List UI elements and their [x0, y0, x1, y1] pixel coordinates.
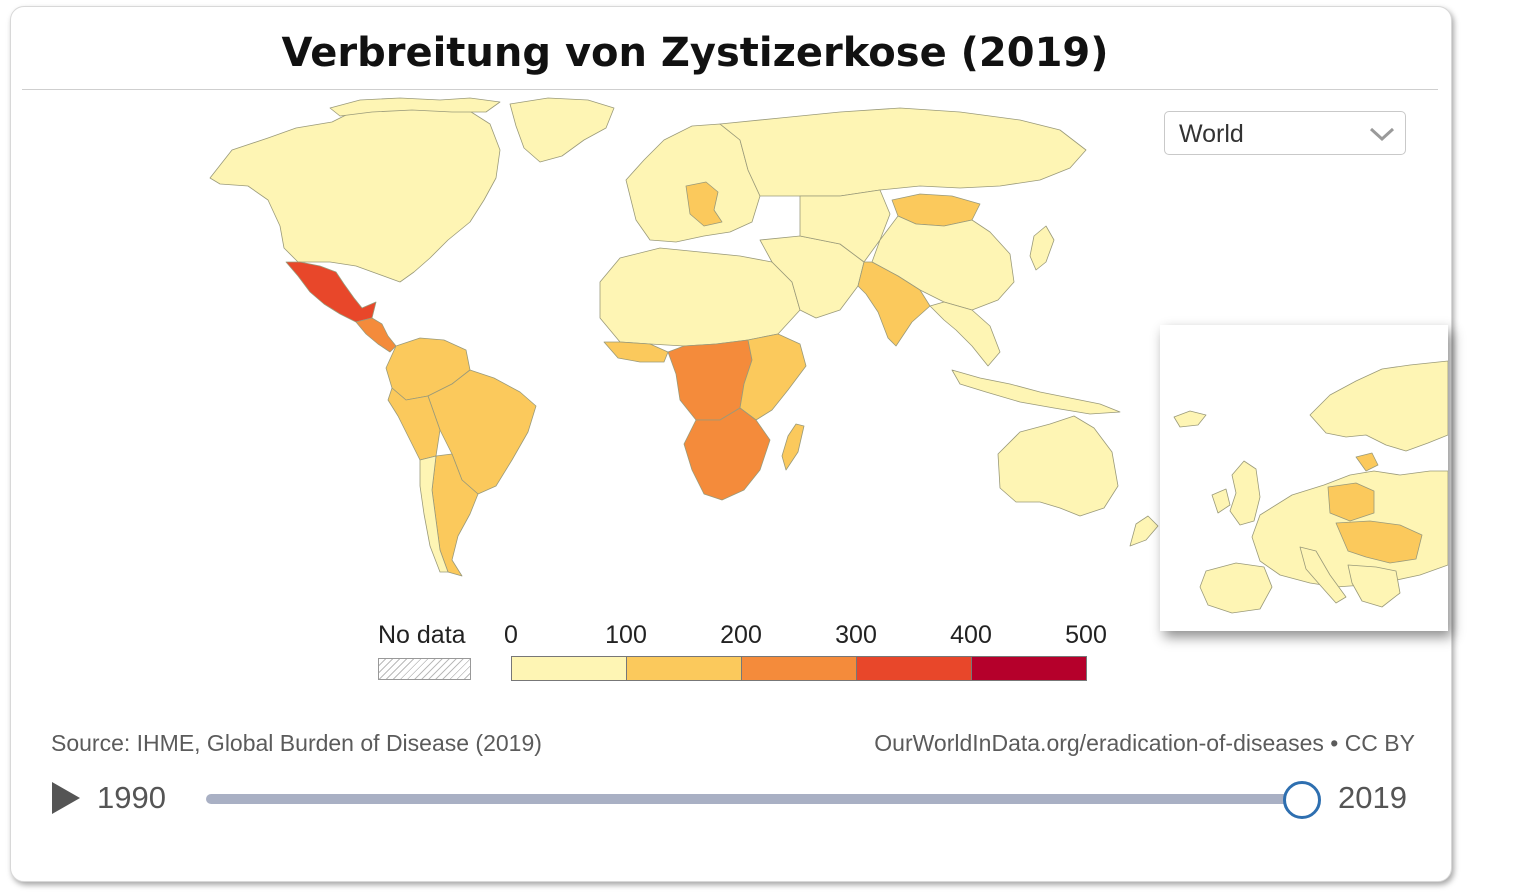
legend-no-data-label: No data — [378, 621, 466, 649]
legend-tick-1: 100 — [605, 621, 647, 649]
inset-balkans — [1347, 564, 1401, 608]
region-mexico[interactable] — [285, 261, 377, 323]
region-central-europe[interactable] — [685, 181, 723, 227]
europe-inset-svg — [1173, 360, 1448, 614]
region-selector-value: World — [1179, 120, 1244, 148]
region-north-america[interactable] — [209, 101, 501, 283]
region-central-america[interactable] — [355, 317, 397, 353]
legend-bin-0[interactable] — [511, 656, 627, 681]
source-text: Source: IHME, Global Burden of Disease (… — [51, 730, 542, 756]
legend-no-data-swatch — [378, 658, 471, 680]
legend-bin-2[interactable] — [742, 656, 857, 681]
region-arctic-islands[interactable] — [329, 97, 501, 117]
legend-color-scale — [511, 656, 1087, 681]
region-europe[interactable] — [625, 123, 761, 243]
region-japan[interactable] — [1029, 225, 1055, 271]
inset-iceland — [1173, 410, 1207, 428]
region-selector[interactable]: World — [1164, 111, 1406, 155]
legend-tick-0: 0 — [504, 621, 518, 649]
source-url-link[interactable]: OurWorldInData.org/eradication-of-diseas… — [874, 730, 1415, 756]
title-divider — [22, 89, 1438, 90]
play-icon[interactable] — [52, 782, 80, 814]
timeline-start-year: 1990 — [97, 780, 166, 815]
region-chile[interactable] — [419, 455, 449, 573]
region-indonesia[interactable] — [951, 369, 1121, 415]
inset-uk — [1229, 460, 1261, 526]
region-east-africa[interactable] — [739, 333, 807, 421]
region-australia[interactable] — [997, 415, 1119, 517]
inset-hungary-romania — [1335, 520, 1423, 564]
timeline-slider-handle[interactable] — [1283, 781, 1321, 819]
chevron-down-icon — [1369, 127, 1395, 142]
region-southeast-asia[interactable] — [929, 301, 1001, 367]
legend-bin-1[interactable] — [627, 656, 742, 681]
region-southern-africa[interactable] — [683, 407, 771, 501]
europe-inset-map — [1160, 325, 1448, 631]
region-india[interactable] — [857, 261, 931, 347]
timeline-end-year: 2019 — [1338, 780, 1407, 815]
legend-bin-4[interactable] — [972, 656, 1087, 681]
inset-iberia — [1199, 562, 1273, 614]
inset-poland — [1327, 482, 1375, 522]
inset-lithuania — [1355, 452, 1379, 472]
legend-bin-3[interactable] — [857, 656, 972, 681]
legend-tick-2: 200 — [720, 621, 762, 649]
inset-scandinavia — [1309, 360, 1448, 452]
legend-tick-3: 300 — [835, 621, 877, 649]
region-greenland[interactable] — [509, 97, 615, 163]
region-west-africa[interactable] — [603, 341, 669, 363]
page-title: Verbreitung von Zystizerkose (2019) — [281, 30, 1109, 76]
inset-italy — [1299, 546, 1347, 604]
region-new-zealand[interactable] — [1129, 515, 1159, 547]
legend-tick-5: 500 — [1065, 621, 1107, 649]
region-madagascar[interactable] — [781, 423, 805, 471]
region-north-africa[interactable] — [599, 247, 801, 347]
legend-tick-4: 400 — [950, 621, 992, 649]
region-russia[interactable] — [719, 107, 1087, 197]
inset-ireland — [1211, 488, 1231, 514]
timeline-slider-track[interactable] — [206, 794, 1301, 804]
